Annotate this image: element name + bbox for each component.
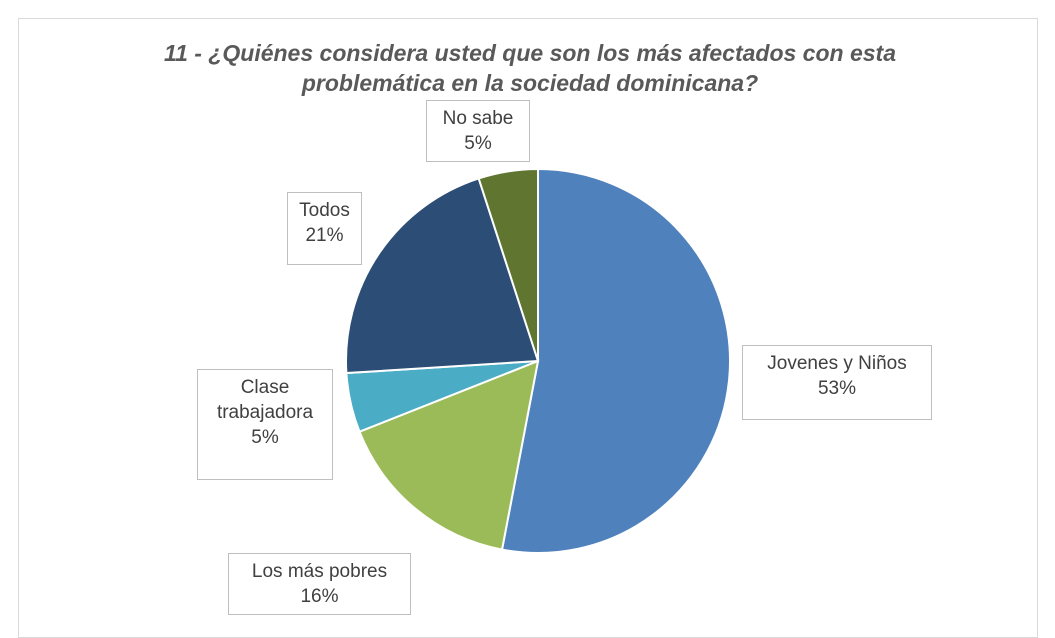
- label-category: Todos: [299, 200, 350, 221]
- chart-title: 11 - ¿Quiénes considera usted que son lo…: [164, 40, 896, 96]
- pie-slice: [358, 359, 540, 551]
- label-category: No sabe: [442, 108, 514, 129]
- data-label: Clase trabajadora 5%: [197, 369, 333, 480]
- label-category: Jovenes y Niños: [767, 353, 907, 374]
- pie-slice: [345, 177, 540, 375]
- label-value: 5%: [464, 133, 492, 154]
- data-label: Todos 21%: [287, 192, 362, 265]
- label-value: 5%: [251, 427, 279, 448]
- label-category: Los más pobres: [251, 561, 388, 582]
- data-label: No sabe 5%: [426, 100, 530, 162]
- label-value: 21%: [305, 225, 344, 246]
- page: {"chart_data": {"type": "pie", "title": …: [18, 18, 1038, 638]
- label-value: 16%: [300, 586, 339, 607]
- label-value: 53%: [817, 378, 857, 399]
- pie-slice: [500, 167, 731, 554]
- pie-slice: [477, 167, 539, 362]
- label-category: Clase trabajadora: [216, 377, 314, 423]
- data-label: Los más pobres 16%: [228, 553, 411, 615]
- data-label: Jovenes y Niños 53%: [742, 345, 932, 420]
- chart: [345, 167, 731, 554]
